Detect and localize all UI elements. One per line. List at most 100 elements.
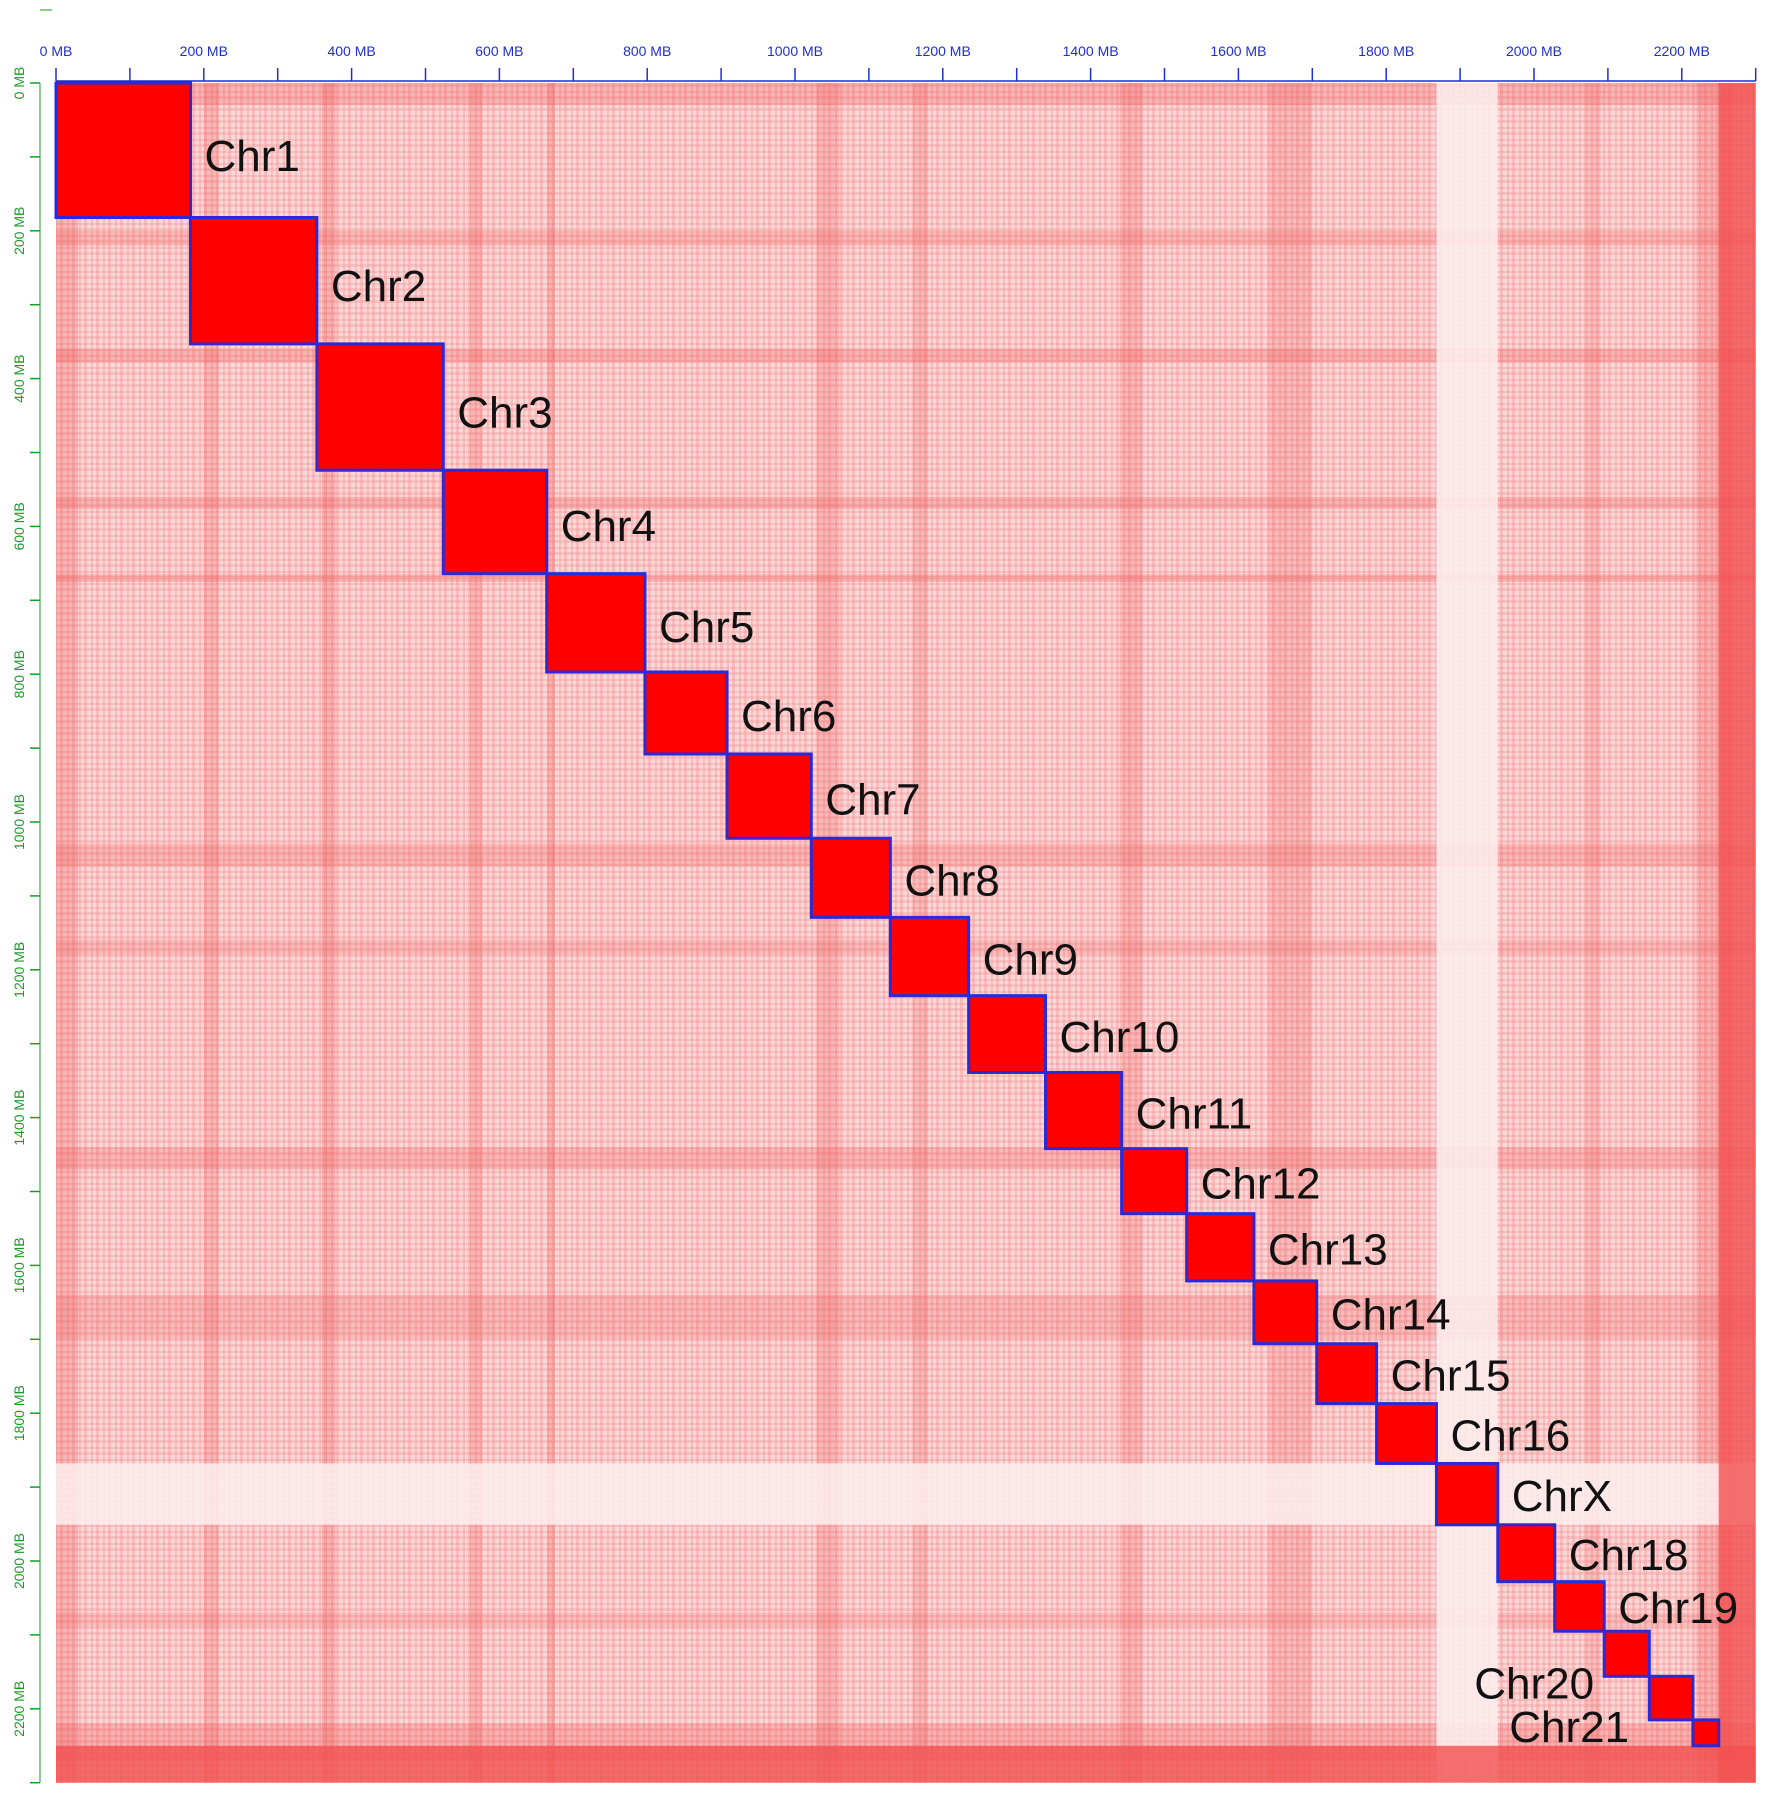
chromosome-box <box>1691 1718 1721 1748</box>
chromosome-block <box>1649 1676 1693 1720</box>
contact-band-vertical <box>56 83 79 1783</box>
chromosome-block <box>644 671 728 755</box>
contact-band-vertical <box>547 83 555 1783</box>
chromosome-box <box>441 468 549 576</box>
chromosome-box <box>809 836 892 919</box>
y-tick-label: 1200 MB <box>11 942 27 998</box>
chromosome-box <box>1044 1071 1124 1151</box>
chromosome-block <box>1376 1403 1437 1464</box>
chromosome-block <box>316 343 444 471</box>
contact-band-vertical <box>469 83 482 1783</box>
chromosome-block <box>56 83 191 218</box>
chromosome-box <box>967 994 1048 1075</box>
chromosome-box <box>888 915 971 998</box>
contact-band-horizontal <box>56 1294 1756 1340</box>
chromosome-block <box>1253 1280 1317 1344</box>
chromosome-label: Chr4 <box>561 502 656 551</box>
chromosome-label: Chr15 <box>1391 1352 1511 1401</box>
y-tick-label: 200 MB <box>11 207 27 255</box>
chromosome-block <box>811 838 891 918</box>
contact-band-vertical <box>203 83 219 1783</box>
chromosome-box <box>315 342 445 472</box>
chromosome-label: ChrX <box>1512 1472 1612 1521</box>
chromosome-block <box>968 995 1046 1073</box>
unplaced-edge-horizontal <box>56 1745 1756 1783</box>
chromosome-boxes <box>54 81 1721 1748</box>
chromosome-box <box>1434 1461 1500 1527</box>
chromosome-label: Chr14 <box>1331 1290 1451 1339</box>
chromosome-box <box>643 670 729 756</box>
chromosome-box <box>1553 1580 1606 1633</box>
chromosome-block <box>1121 1148 1187 1214</box>
y-tick-label: 400 MB <box>11 354 27 402</box>
contact-band-horizontal <box>56 349 1756 363</box>
chromosome-label: Chr8 <box>904 857 999 906</box>
x-tick-label: 2000 MB <box>1506 43 1562 59</box>
chromosome-box <box>725 752 813 840</box>
chromosome-label: Chr9 <box>983 935 1078 984</box>
chromosome-label: Chr13 <box>1268 1226 1388 1275</box>
chromosome-box <box>1496 1523 1557 1584</box>
chromosome-box <box>1602 1629 1651 1678</box>
y-tick-label: 0 MB <box>11 67 27 100</box>
chromosome-box <box>1315 1342 1379 1406</box>
chromosome-block <box>1604 1631 1650 1677</box>
chromosome-labels: Chr1 Chr2 Chr3 Chr4 Chr5 Chr6 Chr7 Chr8 Chr9 Chr1… <box>204 132 1738 1752</box>
y-tick-label: 2000 MB <box>11 1533 27 1589</box>
chromosome-block <box>546 573 645 672</box>
contact-band-horizontal <box>56 844 1756 867</box>
chromosome-box <box>1120 1147 1189 1216</box>
axes: 0 MB 200 MB 400 MB 600 MB 800 MB 1000 MB 1200 … <box>11 9 1757 1784</box>
y-tick-label: 800 MB <box>11 650 27 698</box>
chromosome-box <box>1252 1279 1319 1346</box>
chromosome-block <box>727 754 812 839</box>
chromosome-blocks <box>56 83 1719 1746</box>
unplaced-edge-vertical <box>1718 83 1756 1783</box>
chromosome-label: Chr2 <box>331 262 426 311</box>
contact-band-horizontal <box>56 1612 1756 1628</box>
chromosome-box <box>1647 1674 1695 1722</box>
contact-band-vertical <box>817 83 840 1783</box>
x-tick-label: 400 MB <box>327 43 375 59</box>
chromosome-label: Chr18 <box>1569 1531 1689 1580</box>
chromosome-label: Chr3 <box>457 388 552 437</box>
chrx-band-vertical <box>1436 83 1498 1783</box>
chromosome-block <box>190 217 317 344</box>
contact-band-horizontal <box>56 574 1756 582</box>
x-tick-label: 1200 MB <box>915 43 971 59</box>
y-tick-label: 1400 MB <box>11 1090 27 1146</box>
y-tick-label: 2200 MB <box>11 1681 27 1737</box>
chromosome-label: Chr7 <box>825 775 920 824</box>
x-tick-label: 800 MB <box>623 43 671 59</box>
x-tick-label: 2200 MB <box>1654 43 1710 59</box>
chromosome-box <box>54 81 192 219</box>
chromosome-block <box>1316 1343 1377 1404</box>
x-tick-label: 0 MB <box>40 43 73 59</box>
chromosome-block <box>1692 1719 1719 1746</box>
x-tick-label: 1600 MB <box>1210 43 1266 59</box>
contact-band-vertical <box>322 83 336 1783</box>
chromosome-label: Chr16 <box>1450 1412 1570 1461</box>
chromosome-label: Chr1 <box>204 132 299 181</box>
chromosome-block <box>443 470 547 574</box>
chromosome-block <box>1186 1213 1254 1281</box>
chromosome-label: Chr21 <box>1509 1703 1629 1752</box>
chromosome-block <box>1554 1581 1605 1632</box>
contact-band-horizontal <box>56 230 1756 246</box>
contact-band-horizontal <box>56 1147 1756 1170</box>
chromosome-label: Chr10 <box>1060 1013 1180 1062</box>
y-tick-label: 600 MB <box>11 502 27 550</box>
chromosome-block <box>890 917 969 996</box>
contact-band-horizontal <box>56 83 1756 106</box>
chrx-band-horizontal <box>56 1463 1756 1525</box>
chromosome-box <box>1375 1402 1438 1465</box>
contact-band-vertical <box>1120 83 1143 1783</box>
chromosome-label: Chr12 <box>1201 1159 1321 1208</box>
chromosome-label: Chr6 <box>741 692 836 741</box>
x-tick-label: 600 MB <box>475 43 523 59</box>
y-tick-label: 1800 MB <box>11 1385 27 1441</box>
x-tick-label: 1800 MB <box>1358 43 1414 59</box>
chromosome-label: Chr19 <box>1618 1584 1738 1633</box>
contact-band-vertical <box>1267 83 1313 1783</box>
